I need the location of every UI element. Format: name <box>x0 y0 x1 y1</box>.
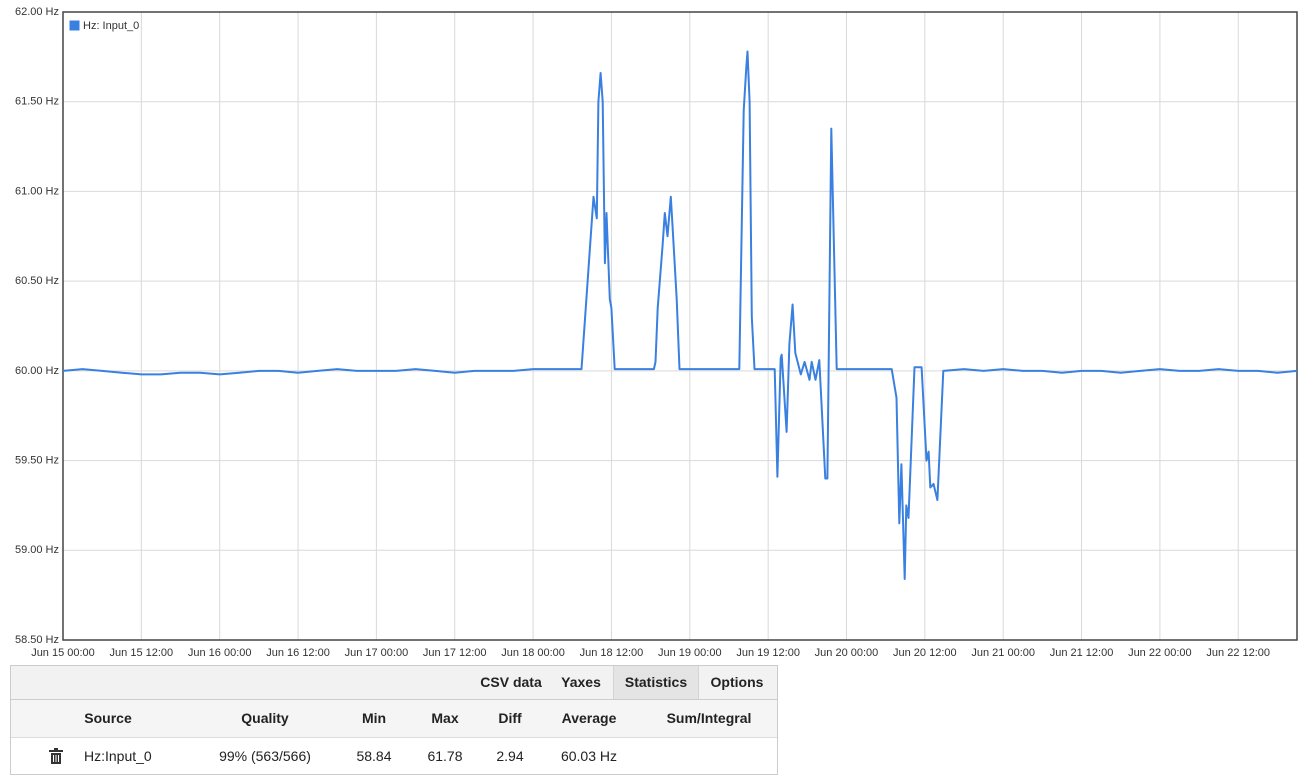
x-tick-label: Jun 18 00:00 <box>501 647 565 659</box>
table-cell: 99% (563/566) <box>219 748 311 764</box>
y-tick-label: 61.50 Hz <box>15 96 59 108</box>
table-cell: 61.78 <box>427 748 463 764</box>
table-cell: Hz:Input_0 <box>84 748 152 764</box>
x-tick-label: Jun 17 00:00 <box>345 647 409 659</box>
table-cell: 58.84 <box>356 748 392 764</box>
column-header: Max <box>431 710 459 726</box>
x-tick-label: Jun 16 00:00 <box>188 647 252 659</box>
x-tick-label: Jun 21 00:00 <box>971 647 1035 659</box>
table-cell: 2.94 <box>496 748 524 764</box>
table-body: Hz:Input_0 99% (563/566) 58.84 61.78 2.94 60.… <box>11 738 777 774</box>
legend-label: Hz: Input_0 <box>83 20 139 32</box>
statistics-panel: CSV data Yaxes Statistics Options Source Qua… <box>10 665 778 775</box>
delete-icon[interactable] <box>49 748 63 764</box>
y-tick-label: 61.00 Hz <box>15 185 59 197</box>
column-header: Sum/Integral <box>666 710 752 726</box>
y-tick-label: 60.00 Hz <box>15 365 59 377</box>
table-cell: 60.03 Hz <box>560 748 618 764</box>
x-tick-label: Jun 20 12:00 <box>893 647 957 659</box>
y-tick-label: 58.50 Hz <box>15 634 59 646</box>
table-header: Source Quality Min Max Diff Average Sum/Integr… <box>11 700 777 738</box>
chart: 58.50 Hz 59.00 Hz 59.50 Hz 60.00 Hz 60.50 Hz… <box>15 6 1298 659</box>
column-header: Quality <box>241 710 289 726</box>
tab[interactable]: Options <box>710 674 764 690</box>
tab[interactable]: Statistics <box>613 666 699 699</box>
x-tick-label: Jun 16 12:00 <box>266 647 330 659</box>
x-tick-label: Jun 15 12:00 <box>110 647 174 659</box>
y-tick-label: 62.00 Hz <box>15 6 59 18</box>
y-tick-label: 60.50 Hz <box>15 275 59 287</box>
x-tick-label: Jun 22 12:00 <box>1206 647 1270 659</box>
column-header: Source <box>84 710 132 726</box>
tab[interactable]: CSV data <box>480 674 542 690</box>
series-line <box>62 50 1298 580</box>
legend-swatch <box>68 19 81 32</box>
x-tick-label: Jun 17 12:00 <box>423 647 487 659</box>
x-tick-label: Jun 19 12:00 <box>736 647 800 659</box>
plot-frame <box>62 11 1298 641</box>
column-header: Min <box>361 710 387 726</box>
tab-bar: CSV data Yaxes Statistics Options <box>11 666 777 700</box>
y-tick-label: 59.00 Hz <box>15 544 59 556</box>
x-tick-label: Jun 19 00:00 <box>658 647 722 659</box>
y-tick-label: 59.50 Hz <box>15 454 59 466</box>
x-tick-label: Jun 20 00:00 <box>815 647 879 659</box>
x-tick-label: Jun 22 00:00 <box>1128 647 1192 659</box>
x-tick-label: Jun 15 00:00 <box>31 647 95 659</box>
tab[interactable]: Yaxes <box>561 674 601 690</box>
column-header: Diff <box>498 710 522 726</box>
x-tick-label: Jun 21 12:00 <box>1050 647 1114 659</box>
column-header: Average <box>561 710 617 726</box>
x-tick-label: Jun 18 12:00 <box>580 647 644 659</box>
